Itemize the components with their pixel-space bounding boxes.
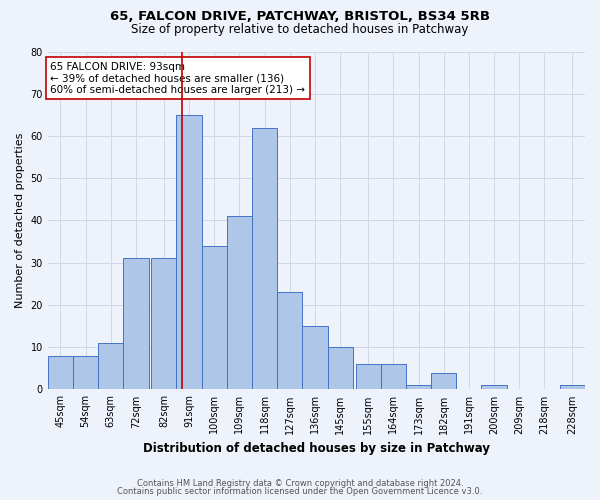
Bar (252, 128, 277, 390)
X-axis label: Distribution of detached houses by size in Patchway: Distribution of detached houses by size … (143, 442, 490, 455)
Bar (227, 216, 252, 390)
Bar (48, 356, 73, 390)
Bar (328, 347, 353, 390)
Bar (98, 343, 124, 390)
Bar (202, 246, 227, 390)
Bar (381, 364, 406, 390)
Bar (176, 115, 202, 390)
Bar (73, 356, 98, 390)
Bar (356, 364, 381, 390)
Text: Size of property relative to detached houses in Patchway: Size of property relative to detached ho… (131, 22, 469, 36)
Bar (406, 385, 431, 390)
Text: Contains public sector information licensed under the Open Government Licence v3: Contains public sector information licen… (118, 487, 482, 496)
Text: 65, FALCON DRIVE, PATCHWAY, BRISTOL, BS34 5RB: 65, FALCON DRIVE, PATCHWAY, BRISTOL, BS3… (110, 10, 490, 23)
Y-axis label: Number of detached properties: Number of detached properties (15, 133, 25, 308)
Text: Contains HM Land Registry data © Crown copyright and database right 2024.: Contains HM Land Registry data © Crown c… (137, 478, 463, 488)
Text: 65 FALCON DRIVE: 93sqm
← 39% of detached houses are smaller (136)
60% of semi-de: 65 FALCON DRIVE: 93sqm ← 39% of detached… (50, 62, 305, 95)
Bar (481, 385, 506, 390)
Bar (124, 258, 149, 390)
Bar (302, 326, 328, 390)
Bar (431, 372, 456, 390)
Bar (277, 292, 302, 390)
Bar (151, 258, 176, 390)
Bar (560, 385, 585, 390)
